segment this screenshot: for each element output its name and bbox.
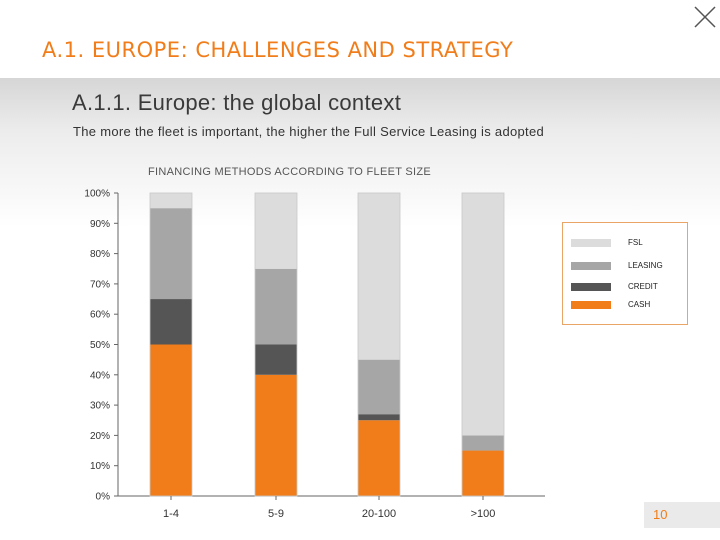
y-tick-label: 50% — [90, 340, 110, 351]
page-number-text: 10 — [653, 507, 668, 522]
y-tick-label: 70% — [90, 279, 110, 290]
y-tick-label: 40% — [90, 370, 110, 381]
legend-swatch-leasing — [571, 262, 611, 270]
chart-title: FINANCING METHODS ACCORDING TO FLEET SIZ… — [148, 166, 432, 178]
legend-label-fsl: FSL — [628, 238, 643, 247]
section-title: A.1.1. Europe: the global context — [72, 90, 402, 115]
y-tick-label: 30% — [90, 401, 110, 412]
legend-label-credit: CREDIT — [628, 282, 658, 291]
bar-segment-cash — [255, 374, 297, 496]
x-tick-label: 20-100 — [362, 508, 396, 520]
bar-segment-fsl — [255, 193, 297, 269]
y-tick-label: 0% — [96, 492, 111, 503]
chart-legend: FSL LEASING CREDIT CASH — [562, 222, 688, 325]
bar-segment-leasing — [462, 435, 504, 451]
bar-segment-fsl — [150, 193, 192, 209]
y-tick-label: 90% — [90, 219, 110, 230]
bar-segment-leasing — [150, 208, 192, 300]
bar-segment-cash — [358, 420, 400, 496]
legend-label-cash: CASH — [628, 300, 651, 309]
bar-segment-fsl — [358, 193, 400, 360]
bar-segment-credit — [255, 344, 297, 375]
bar-segment-credit — [358, 414, 400, 421]
x-tick-label: 1-4 — [163, 508, 179, 520]
bar-segment-fsl — [462, 193, 504, 436]
legend-swatch-fsl — [571, 239, 611, 247]
bar-segment-credit — [150, 299, 192, 345]
y-tick-label: 60% — [90, 310, 110, 321]
y-tick-label: 20% — [90, 431, 110, 442]
bar-segment-cash — [150, 344, 192, 496]
bar-segment-leasing — [358, 359, 400, 415]
x-tick-label: 5-9 — [268, 508, 284, 520]
legend-label-leasing: LEASING — [628, 261, 663, 270]
y-tick-label: 80% — [90, 249, 110, 260]
bar-segment-cash — [462, 450, 504, 496]
x-tick-label: >100 — [471, 508, 496, 520]
legend-swatch-cash — [571, 301, 611, 309]
y-tick-label: 10% — [90, 461, 110, 472]
legend-swatch-credit — [571, 283, 611, 291]
section-caption: The more the fleet is important, the hig… — [73, 124, 544, 139]
page-number: 10 — [644, 502, 720, 528]
y-tick-label: 100% — [84, 189, 110, 200]
close-icon[interactable] — [692, 4, 718, 30]
bar-segment-leasing — [255, 268, 297, 345]
page-title: A.1. EUROPE: CHALLENGES AND STRATEGY — [42, 38, 514, 62]
